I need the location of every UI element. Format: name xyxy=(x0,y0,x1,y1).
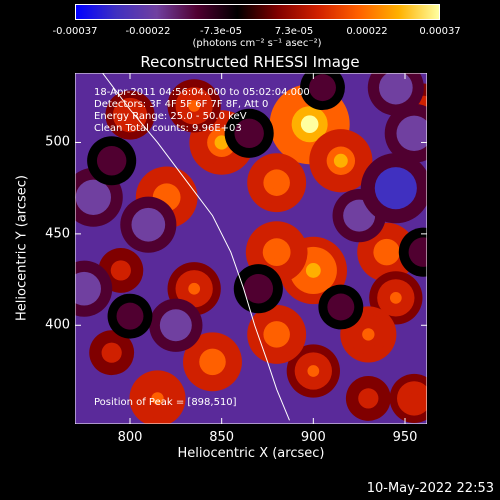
heatmap-blob xyxy=(116,302,144,330)
heatmap-blob xyxy=(188,100,201,112)
heatmap-blob xyxy=(75,271,101,306)
heatmap-blob xyxy=(151,392,164,405)
heatmap-blob xyxy=(408,237,427,267)
solar-limb-curve xyxy=(102,73,290,421)
annotation-clean: Clean Total counts: 9.96E+03 xyxy=(94,123,242,134)
x-tick-label: 850 xyxy=(209,430,235,445)
annotation-time: 18-Apr-2011 04:56:04.000 to 05:02:04.000 xyxy=(94,87,310,98)
heatmap-blob xyxy=(206,355,219,369)
heatmap-blob xyxy=(159,190,174,205)
x-axis-label: Heliocentric X (arcsec) xyxy=(177,446,325,461)
y-tick-label: 450 xyxy=(45,226,70,242)
heatmap-blob xyxy=(362,328,375,341)
x-tick-label: 900 xyxy=(300,430,326,445)
colorbar-tick-label: 0.00022 xyxy=(346,26,388,37)
colorbar-tick-label: -0.00037 xyxy=(52,26,98,37)
heatmap-blob xyxy=(188,282,201,295)
heatmap-blob xyxy=(75,179,112,215)
heatmap-blob xyxy=(131,207,166,242)
heatmap-blob xyxy=(389,291,402,304)
colorbar-tick-label: 7.3e-05 xyxy=(274,26,314,37)
heatmap-blob xyxy=(270,327,284,341)
heatmap-blob xyxy=(327,293,355,321)
heatmap-blob xyxy=(380,245,394,259)
heatmap-blob xyxy=(333,153,348,168)
heatmap-cells xyxy=(75,73,427,424)
colorbar-tick-label: -0.00022 xyxy=(125,26,171,37)
heatmap-blob xyxy=(159,309,192,342)
heatmap-blob xyxy=(307,365,320,377)
y-tick-label: 500 xyxy=(45,134,70,150)
chart-title: Reconstructed RHESSI Image xyxy=(140,53,360,71)
heatmap-blob xyxy=(309,74,336,102)
heatmap-plot xyxy=(75,73,427,424)
colorbar-tick-label: 0.00037 xyxy=(419,26,461,37)
heatmap-blob xyxy=(305,263,321,278)
heatmap-blob xyxy=(270,176,284,190)
x-tick-label: 950 xyxy=(392,430,418,445)
annotation-peak-position: Position of Peak = [898,510] xyxy=(94,397,237,408)
footer-datestamp: 10-May-2022 22:53 xyxy=(366,481,494,496)
y-axis-label: Heliocentric Y (arcsec) xyxy=(14,175,30,321)
heatmap-blob xyxy=(115,265,126,276)
heatmap-blob xyxy=(396,115,427,151)
colorbar-unit-label: (photons cm⁻² s⁻¹ asec⁻²) xyxy=(192,38,322,49)
heatmap-blob xyxy=(379,73,413,105)
x-tick-label: 800 xyxy=(117,430,143,445)
heatmap-blob xyxy=(106,347,117,358)
annotation-detectors: Detectors: 3F 4F 5F 6F 7F 8F, Att 0 xyxy=(94,99,269,110)
heatmap-blob xyxy=(234,118,264,149)
heatmap-blob xyxy=(374,167,417,210)
heatmap-blob xyxy=(96,146,127,176)
colorbar xyxy=(75,4,440,20)
heatmap-blob xyxy=(363,393,374,404)
heatmap-blob xyxy=(300,115,319,133)
annotation-energy: Energy Range: 25.0 - 50.0 keV xyxy=(94,111,247,122)
heatmap-blob xyxy=(269,245,284,259)
heatmap-blob xyxy=(243,273,274,304)
heatmap-blob xyxy=(214,135,229,150)
y-tick-label: 400 xyxy=(45,317,70,333)
heatmap-blob xyxy=(408,393,420,404)
colorbar-tick-label: -7.3e-05 xyxy=(200,26,242,37)
